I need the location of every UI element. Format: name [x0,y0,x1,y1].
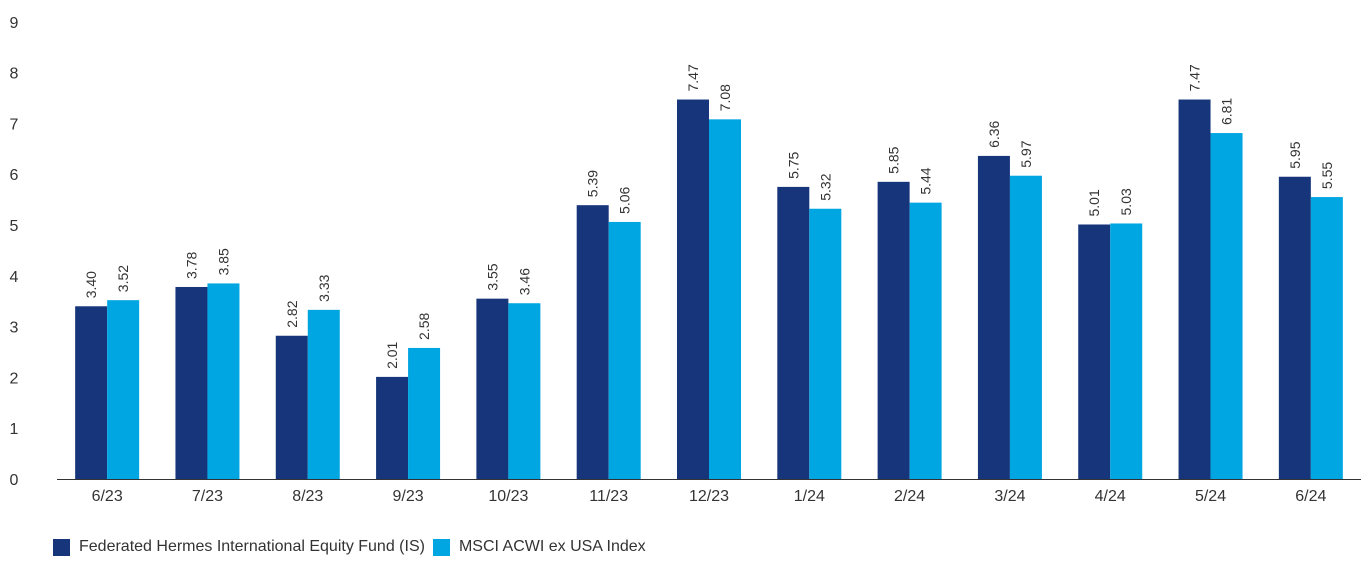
bar-value-label: 5.32 [817,173,833,200]
y-axis-ticks: 0 1 2 3 4 5 6 7 8 9 [10,15,19,489]
legend-label-fund: Federated Hermes International Equity Fu… [79,538,425,555]
y-tick-label: 2 [10,370,19,387]
x-tick-label: 5/24 [1195,488,1226,505]
bar-value-label: 5.75 [785,151,801,178]
bar-index [1009,175,1042,479]
x-tick-label: 10/23 [488,488,528,505]
bar-index [1210,133,1243,479]
bar-fund [677,99,709,480]
y-tick-label: 7 [10,116,19,133]
y-tick-label: 4 [10,269,19,286]
bar-fund [476,298,509,479]
x-tick-label: 6/23 [92,488,123,505]
x-tick-label: 12/23 [689,488,729,505]
bar-value-label: 2.01 [384,341,400,368]
bar-value-label: 7.47 [685,64,701,91]
bar-fund [1178,99,1211,480]
bar-value-label: 6.36 [986,120,1002,147]
bar-value-label: 3.85 [215,248,231,275]
bar-index [608,221,641,479]
y-tick-label: 0 [10,472,19,489]
y-tick-label: 6 [10,167,19,184]
x-tick-label: 6/24 [1295,488,1326,505]
bar-index [307,309,340,479]
bar-index [809,208,842,479]
bar-value-label: 5.39 [585,170,601,197]
bar-fund [376,376,409,479]
bar-index [709,119,741,479]
bar-value-label: 7.08 [717,84,733,111]
legend: Federated Hermes International Equity Fu… [53,538,654,556]
x-tick-label: 3/24 [994,488,1025,505]
bar-value-label: 5.06 [617,186,633,213]
legend-label-index: MSCI ACWI ex USA Index [458,538,646,555]
bar-fund [75,306,108,479]
bar-value-label: 3.55 [484,263,500,290]
bar-value-label: 5.03 [1118,188,1134,215]
bar-value-label: 3.46 [516,268,532,295]
legend-item-index: MSCI ACWI ex USA Index [432,538,646,556]
bar-fund [1278,176,1311,480]
bar-index [909,202,942,479]
bar-value-label: 5.85 [886,146,902,173]
y-tick-label: 1 [10,421,19,438]
bar-value-label: 6.81 [1219,98,1235,125]
y-tick-label: 3 [10,320,19,337]
x-tick-label: 4/24 [1095,488,1126,505]
bar-value-label: 5.97 [1018,140,1034,167]
bar-index [408,347,441,479]
y-tick-label: 8 [10,66,19,83]
bar-index [207,283,240,479]
bar-fund [977,155,1010,480]
x-tick-label: 1/24 [794,488,825,505]
bar-index [107,300,140,479]
bar-value-label: 2.58 [416,312,432,339]
bar-fund [576,205,609,480]
bar-value-label: 5.95 [1287,141,1303,168]
bar-index [508,303,541,479]
legend-swatch-index [432,538,450,556]
x-tick-label: 9/23 [393,488,424,505]
bar-value-label: 5.55 [1319,162,1335,189]
bar-value-label: 3.52 [115,265,131,292]
bar-fund [1078,224,1111,479]
legend-item-fund: Federated Hermes International Equity Fu… [53,538,425,556]
x-tick-label: 7/23 [192,488,223,505]
x-tick-label: 2/24 [894,488,925,505]
bar-index [1310,197,1343,479]
bar-fund [877,181,910,479]
x-axis-ticks: 6/23 7/23 8/23 9/23 10/23 11/23 12/23 1/24 2/24 3… [92,488,1327,505]
bar-value-label: 5.01 [1086,189,1102,216]
bar-value-label: 2.82 [284,300,300,327]
bar-index [1110,223,1143,479]
bar-fund [777,186,810,479]
bar-fund [275,335,308,479]
bars-group [75,99,1343,480]
bar-value-label: 5.44 [918,167,934,194]
bar-value-label: 3.78 [183,252,199,279]
value-labels-group: 3.40 3.52 3.78 3.85 2.82 3.33 2.01 2.58 3.55 3.46… [83,64,1335,369]
bar-value-label: 7.47 [1187,64,1203,91]
bar-value-label: 3.33 [316,274,332,301]
x-tick-label: 8/23 [292,488,323,505]
legend-swatch-fund [53,538,70,556]
y-tick-label: 9 [10,15,19,32]
bar-fund [175,286,208,479]
x-tick-label: 11/23 [589,488,628,505]
bar-value-label: 3.40 [83,271,99,298]
y-tick-label: 5 [10,218,19,235]
